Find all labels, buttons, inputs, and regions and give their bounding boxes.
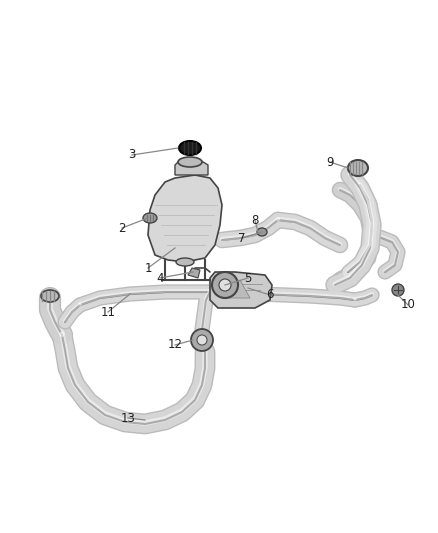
Polygon shape [222, 280, 250, 298]
Polygon shape [210, 272, 272, 308]
Text: 6: 6 [266, 288, 274, 302]
Ellipse shape [348, 160, 368, 176]
Text: 8: 8 [251, 214, 259, 227]
Ellipse shape [143, 213, 157, 223]
Ellipse shape [176, 258, 194, 266]
Ellipse shape [179, 141, 201, 155]
Text: 11: 11 [100, 305, 116, 319]
Circle shape [191, 329, 213, 351]
Text: 2: 2 [118, 222, 126, 235]
Ellipse shape [178, 157, 202, 167]
Text: 5: 5 [244, 271, 252, 285]
Polygon shape [175, 160, 208, 175]
Circle shape [228, 283, 242, 297]
Circle shape [212, 272, 238, 298]
Text: 7: 7 [238, 231, 246, 245]
Text: 3: 3 [128, 149, 136, 161]
Text: 4: 4 [156, 271, 164, 285]
Text: 10: 10 [401, 298, 415, 311]
Circle shape [197, 335, 207, 345]
Polygon shape [188, 268, 200, 278]
Ellipse shape [257, 228, 267, 236]
Text: 9: 9 [326, 156, 334, 168]
Text: 1: 1 [144, 262, 152, 274]
Text: 13: 13 [120, 411, 135, 424]
Ellipse shape [41, 290, 59, 302]
Circle shape [219, 279, 231, 291]
Text: 12: 12 [167, 338, 183, 351]
Circle shape [392, 284, 404, 296]
Polygon shape [148, 175, 222, 262]
